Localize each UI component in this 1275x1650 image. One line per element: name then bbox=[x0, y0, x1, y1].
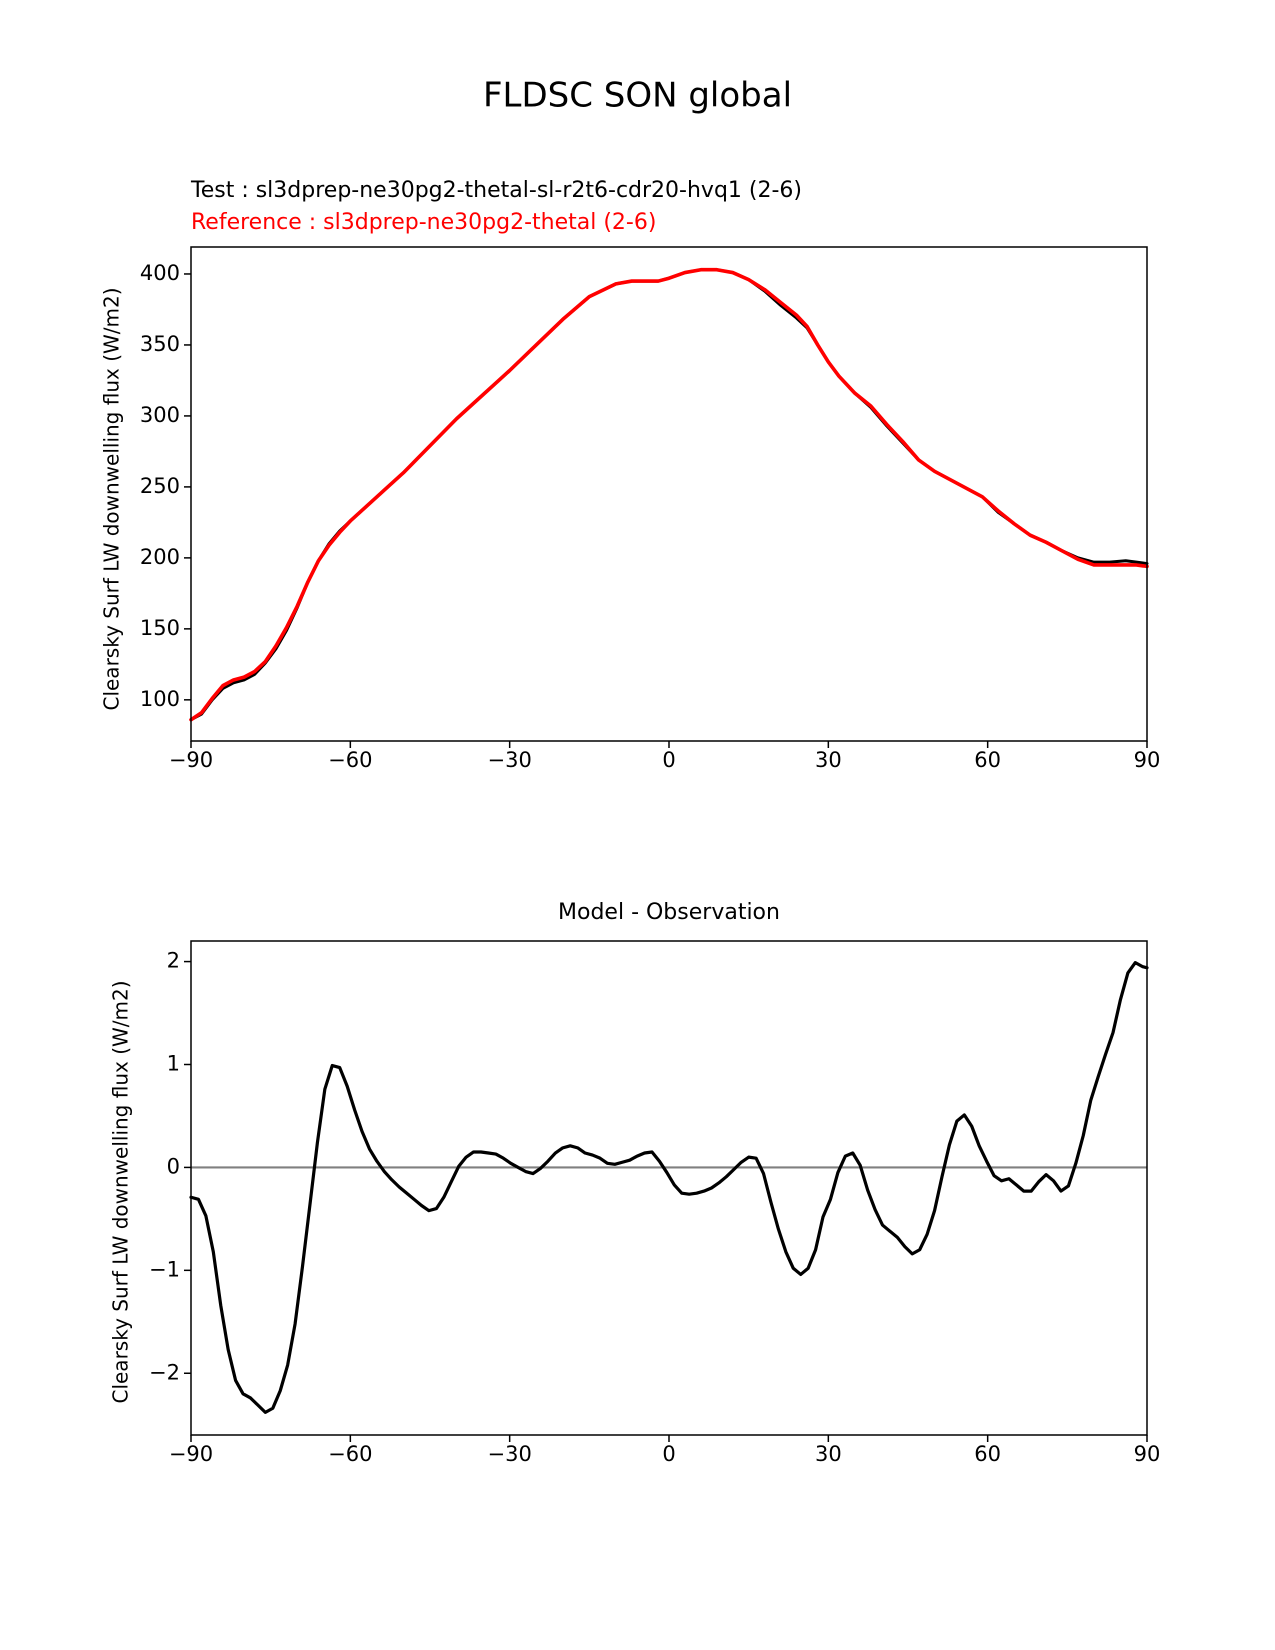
top-x-tick-label: −30 bbox=[488, 748, 532, 772]
test-label: Test : sl3dprep-ne30pg2-thetal-sl-r2t6-c… bbox=[190, 178, 802, 203]
top-y-tick-label: 300 bbox=[140, 403, 180, 427]
bottom-x-tick-label: −30 bbox=[488, 1442, 532, 1466]
bottom-x-tick-label: 30 bbox=[815, 1442, 842, 1466]
bottom-x-tick-label: −90 bbox=[169, 1442, 213, 1466]
bottom-panel: Model - Observation Clearsky Surf LW dow… bbox=[109, 900, 1161, 1466]
top-x-tick-label: 30 bbox=[815, 748, 842, 772]
top-y-axis-label: Clearsky Surf LW downwelling flux (W/m2) bbox=[100, 287, 124, 710]
top-axes-frame bbox=[190, 246, 1148, 742]
bottom-panel-title: Model - Observation bbox=[558, 900, 780, 925]
top-x-tick-label: −90 bbox=[169, 748, 213, 772]
top-y-tick-label: 250 bbox=[140, 474, 180, 498]
reference-label: Reference : sl3dprep-ne30pg2-thetal (2-6… bbox=[191, 210, 656, 235]
top-x-tick-label: 90 bbox=[1134, 748, 1161, 772]
top-y-tick-label: 200 bbox=[140, 545, 180, 569]
top-y-tick-label: 150 bbox=[140, 616, 180, 640]
bottom-x-tick-label: −60 bbox=[328, 1442, 372, 1466]
bottom-axes-frame bbox=[190, 940, 1148, 1436]
bottom-series bbox=[189, 961, 1149, 1414]
top-x-tick-label: −60 bbox=[328, 748, 372, 772]
bottom-series-difference-line bbox=[189, 961, 1149, 1414]
top-x-tick-label: 0 bbox=[662, 748, 675, 772]
bottom-y-tick-label: 0 bbox=[167, 1154, 180, 1178]
top-series-reference-line bbox=[189, 267, 1149, 722]
bottom-y-axis-label: Clearsky Surf LW downwelling flux (W/m2) bbox=[109, 980, 133, 1403]
bottom-y-tick-label: 2 bbox=[167, 949, 180, 973]
top-series bbox=[189, 267, 1149, 722]
bottom-x-tick-label: 60 bbox=[974, 1442, 1001, 1466]
bottom-ticks: −90 −60 −30 0 30 60 90 −2 −1 0 1 2 bbox=[149, 949, 1160, 1466]
top-ticks: −90 −60 −30 0 30 60 90 100 150 200 250 300 350 400 bbox=[140, 261, 1160, 772]
top-y-tick-label: 100 bbox=[140, 687, 180, 711]
bottom-x-tick-label: 0 bbox=[662, 1442, 675, 1466]
bottom-y-tick-label: −1 bbox=[149, 1257, 180, 1281]
bottom-y-tick-label: −2 bbox=[149, 1360, 180, 1384]
bottom-x-tick-label: 90 bbox=[1134, 1442, 1161, 1466]
top-y-tick-label: 400 bbox=[140, 261, 180, 285]
figure-title: FLDSC SON global bbox=[483, 76, 792, 116]
top-y-tick-label: 350 bbox=[140, 332, 180, 356]
top-x-tick-label: 60 bbox=[974, 748, 1001, 772]
bottom-y-tick-label: 1 bbox=[167, 1052, 180, 1076]
top-panel: Clearsky Surf LW downwelling flux (W/m2)… bbox=[100, 246, 1160, 772]
